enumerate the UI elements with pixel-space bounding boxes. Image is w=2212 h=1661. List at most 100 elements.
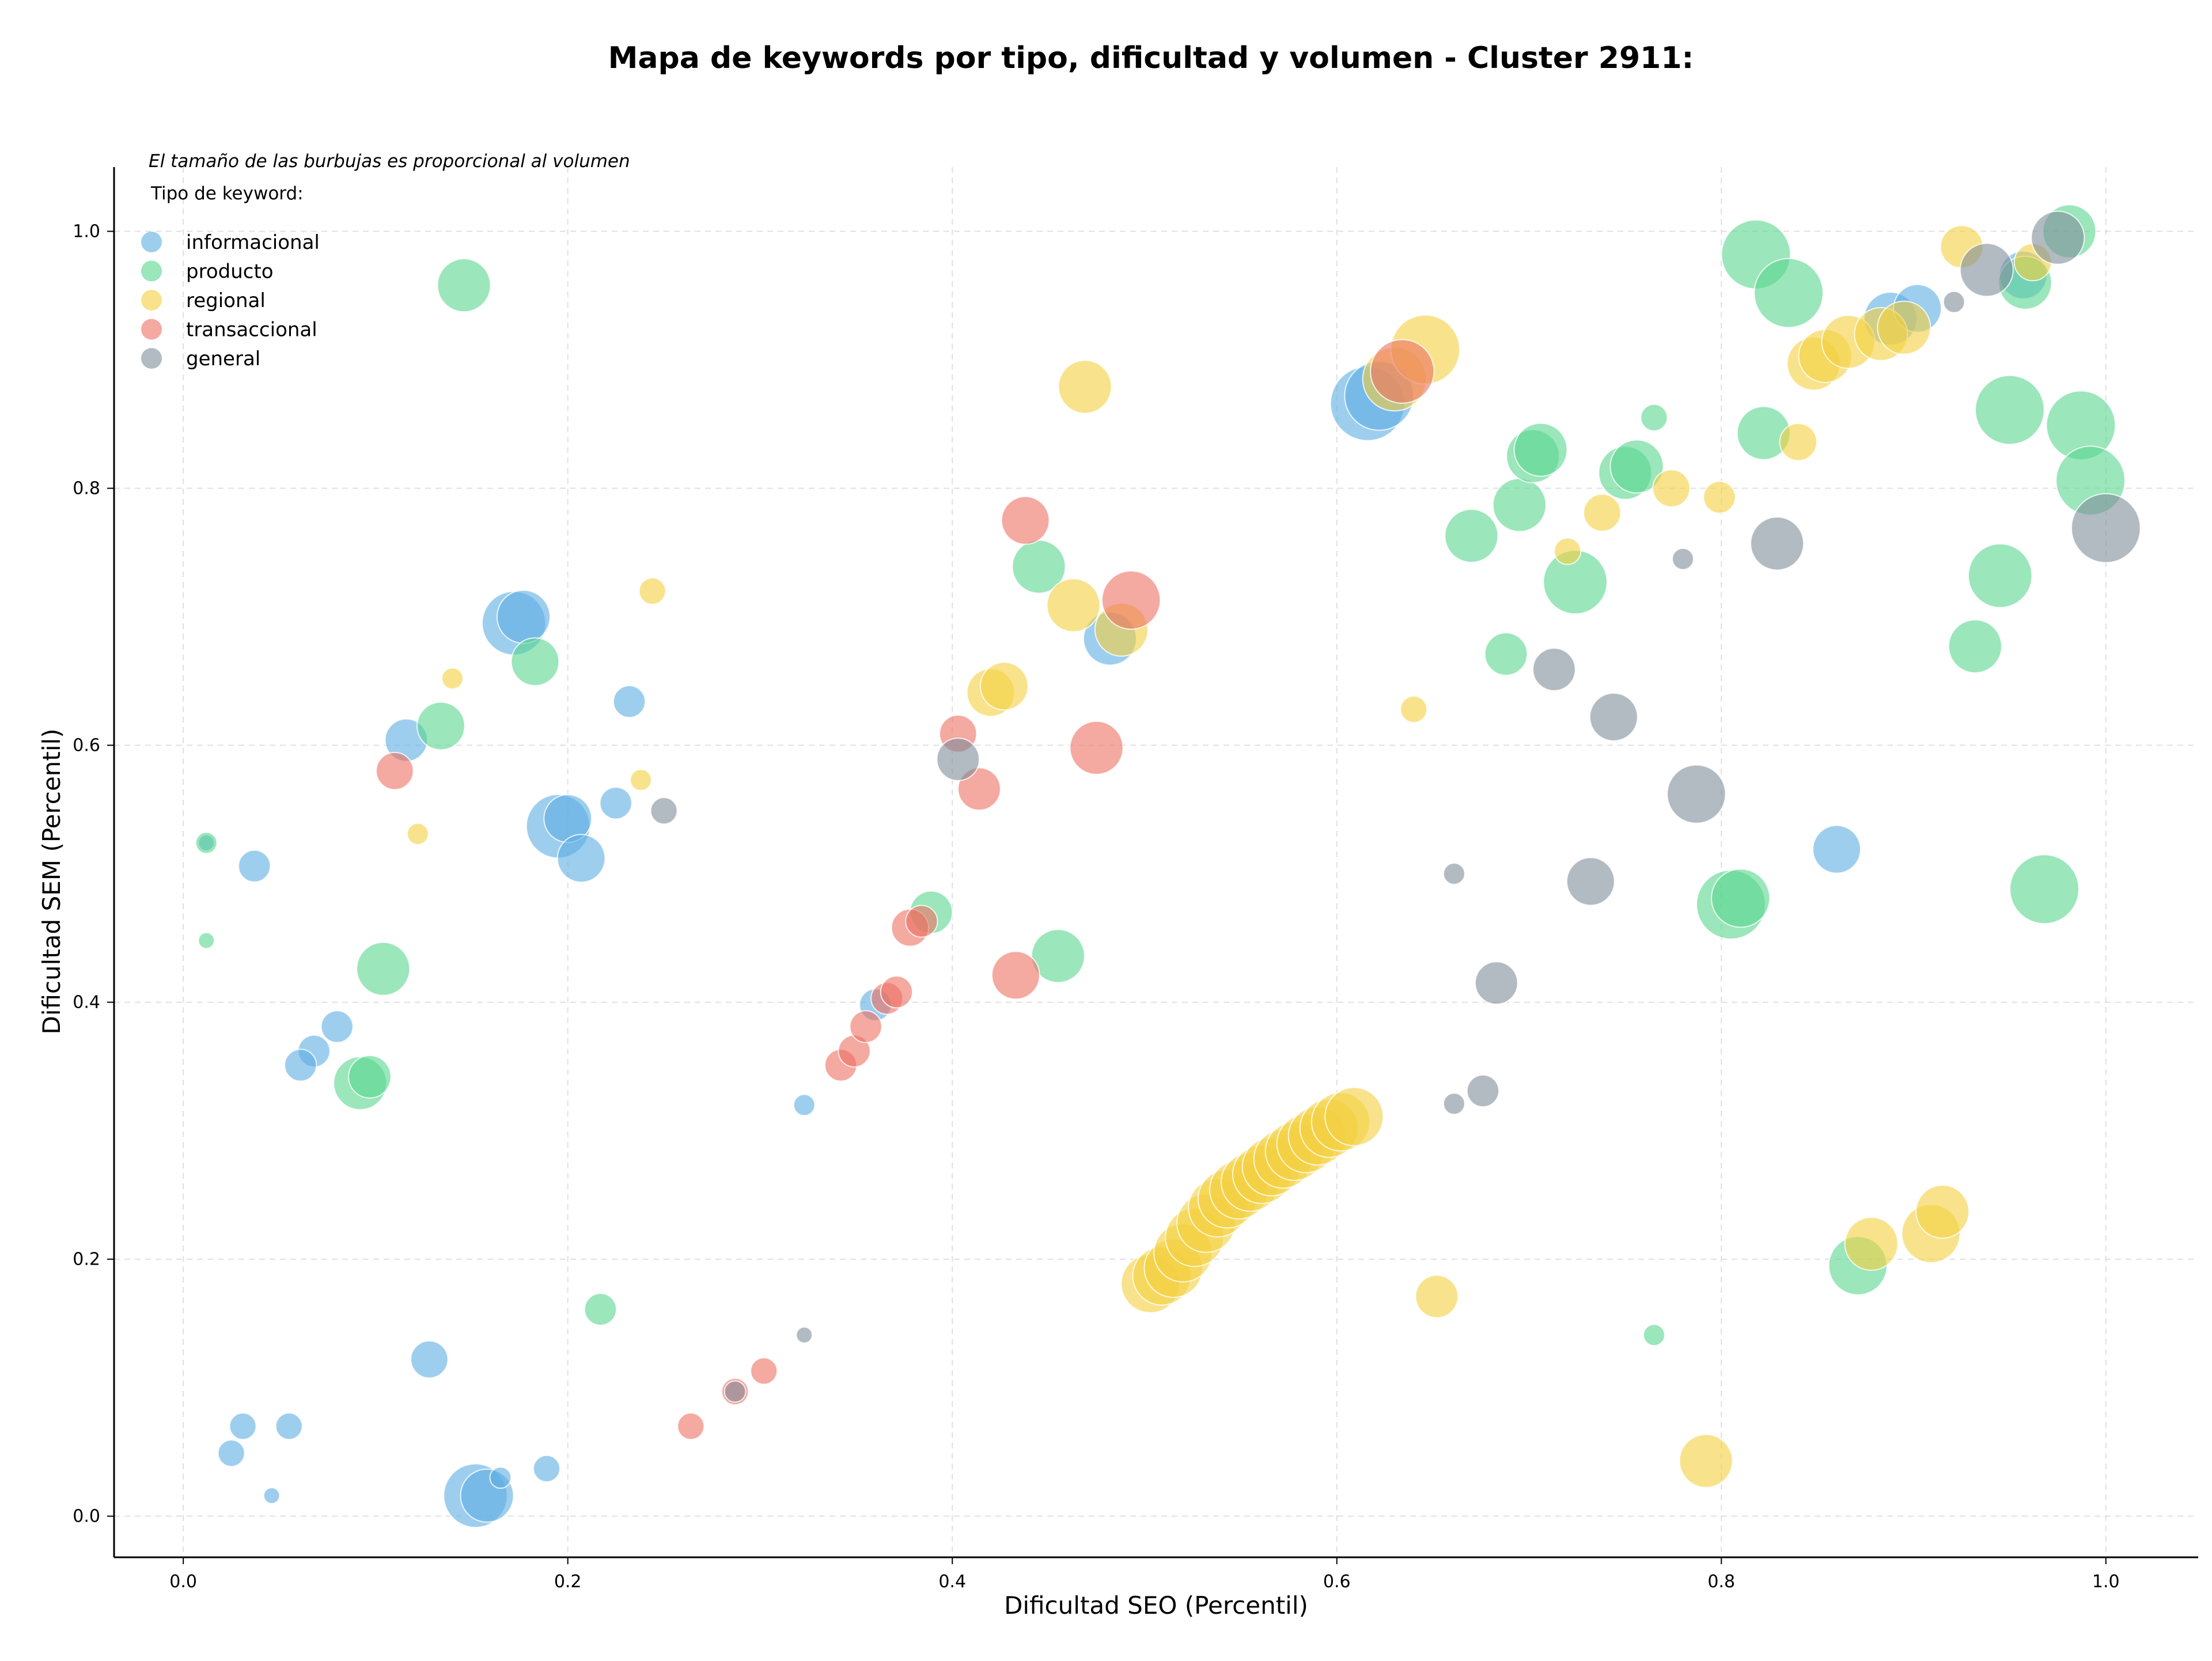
data-point: [849, 1010, 882, 1043]
legend: informacional producto regional transaccion…: [141, 231, 320, 370]
data-point: [441, 667, 464, 690]
data-point: [406, 823, 429, 845]
data-point: [2031, 210, 2085, 265]
x-tick-label: 0.6: [1323, 1572, 1351, 1592]
data-point: [416, 701, 465, 751]
data-point: [1703, 480, 1736, 514]
y-tick-label: 0.6: [73, 736, 100, 756]
x-tick-label: 0.0: [169, 1572, 197, 1592]
series-general: [650, 210, 2141, 1403]
data-point: [612, 685, 646, 718]
series-producto: [195, 204, 2126, 1346]
data-point: [489, 1466, 512, 1489]
data-point: [238, 849, 271, 883]
data-point: [1672, 547, 1694, 570]
data-point: [496, 589, 551, 644]
data-point: [320, 1010, 354, 1043]
x-tick-label: 1.0: [2092, 1572, 2120, 1592]
data-point: [880, 975, 914, 1009]
x-tick-label: 0.2: [554, 1572, 582, 1592]
data-point: [1779, 423, 1817, 461]
data-point: [905, 905, 938, 938]
data-point: [510, 637, 560, 686]
data-point: [1415, 1274, 1459, 1319]
y-tick-label: 1.0: [73, 222, 100, 242]
data-point: [356, 941, 411, 996]
data-point: [1942, 290, 1965, 313]
axes: 0.0 0.2 0.4 0.6 0.8 1.0 0.0 0.2 0.4 0.6 0.8 1.0: [73, 167, 2198, 1592]
data-point: [599, 786, 632, 820]
data-point: [1640, 403, 1668, 432]
data-point: [556, 834, 606, 883]
data-point: [677, 1412, 705, 1440]
data-point: [991, 951, 1040, 1000]
legend-item-informacional: informacional: [141, 231, 320, 254]
data-point: [1370, 339, 1435, 404]
data-point: [1474, 961, 1518, 1005]
data-point: [532, 1455, 560, 1483]
data-point: [275, 1412, 303, 1440]
data-point: [1484, 632, 1528, 676]
legend-item-general: general: [141, 347, 260, 370]
legend-marker: [141, 290, 162, 311]
y-tick-label: 0.2: [73, 1250, 100, 1270]
data-point: [437, 258, 491, 313]
legend-item-transaccional: transaccional: [141, 319, 317, 342]
data-point: [376, 751, 414, 790]
data-point: [195, 831, 218, 854]
legend-marker: [141, 348, 162, 369]
data-point: [348, 1055, 392, 1099]
data-point: [1959, 243, 2014, 297]
legend-marker: [141, 232, 162, 252]
data-point: [1466, 1074, 1499, 1108]
data-point: [198, 932, 215, 949]
data-point: [1554, 537, 1582, 565]
data-point: [1101, 570, 1161, 630]
data-point: [284, 1049, 317, 1082]
data-point: [1948, 619, 2002, 674]
data-point: [1844, 1216, 1899, 1271]
data-point: [2070, 493, 2141, 563]
data-point: [979, 661, 1029, 711]
data-point: [1442, 1092, 1465, 1115]
data-point: [793, 1094, 816, 1117]
data-point: [638, 577, 666, 605]
data-point: [1532, 648, 1576, 691]
data-point: [650, 797, 678, 825]
data-point: [1324, 1087, 1384, 1147]
data-point: [1652, 469, 1691, 508]
data-point: [1643, 1323, 1665, 1346]
data-point: [724, 1380, 747, 1403]
data-point: [1609, 439, 1664, 494]
data-point: [1877, 300, 1931, 355]
data-point: [1001, 495, 1050, 545]
legend-marker: [141, 260, 162, 282]
data-point: [1750, 516, 1805, 571]
legend-title: Tipo de keyword:: [150, 183, 304, 204]
y-tick-label: 0.4: [73, 993, 100, 1013]
chart-title: Mapa de keywords por tipo, dificultad y …: [608, 41, 1694, 75]
y-tick-label: 0.8: [73, 479, 100, 499]
data-point: [1666, 764, 1726, 824]
x-tick-label: 0.4: [938, 1572, 966, 1592]
data-point: [1975, 374, 2045, 445]
data-point: [410, 1340, 449, 1379]
data-point: [2009, 854, 2080, 925]
data-point: [1753, 258, 1824, 328]
data-point: [584, 1292, 618, 1326]
data-point: [263, 1487, 281, 1504]
data-point: [229, 1412, 257, 1440]
legend-label: producto: [186, 260, 274, 283]
x-tick-label: 0.8: [1707, 1572, 1735, 1592]
y-axis-label: Dificultad SEM (Percentil): [37, 729, 66, 1035]
legend-label: regional: [186, 289, 266, 312]
data-point: [1444, 509, 1499, 563]
data-point: [1679, 1433, 1733, 1488]
data-point: [1566, 857, 1615, 906]
data-point: [1812, 824, 1861, 874]
data-point: [1589, 693, 1638, 741]
data-point: [217, 1439, 245, 1467]
data-point: [630, 769, 652, 792]
data-point: [1915, 1185, 1970, 1239]
legend-item-producto: producto: [141, 260, 274, 283]
